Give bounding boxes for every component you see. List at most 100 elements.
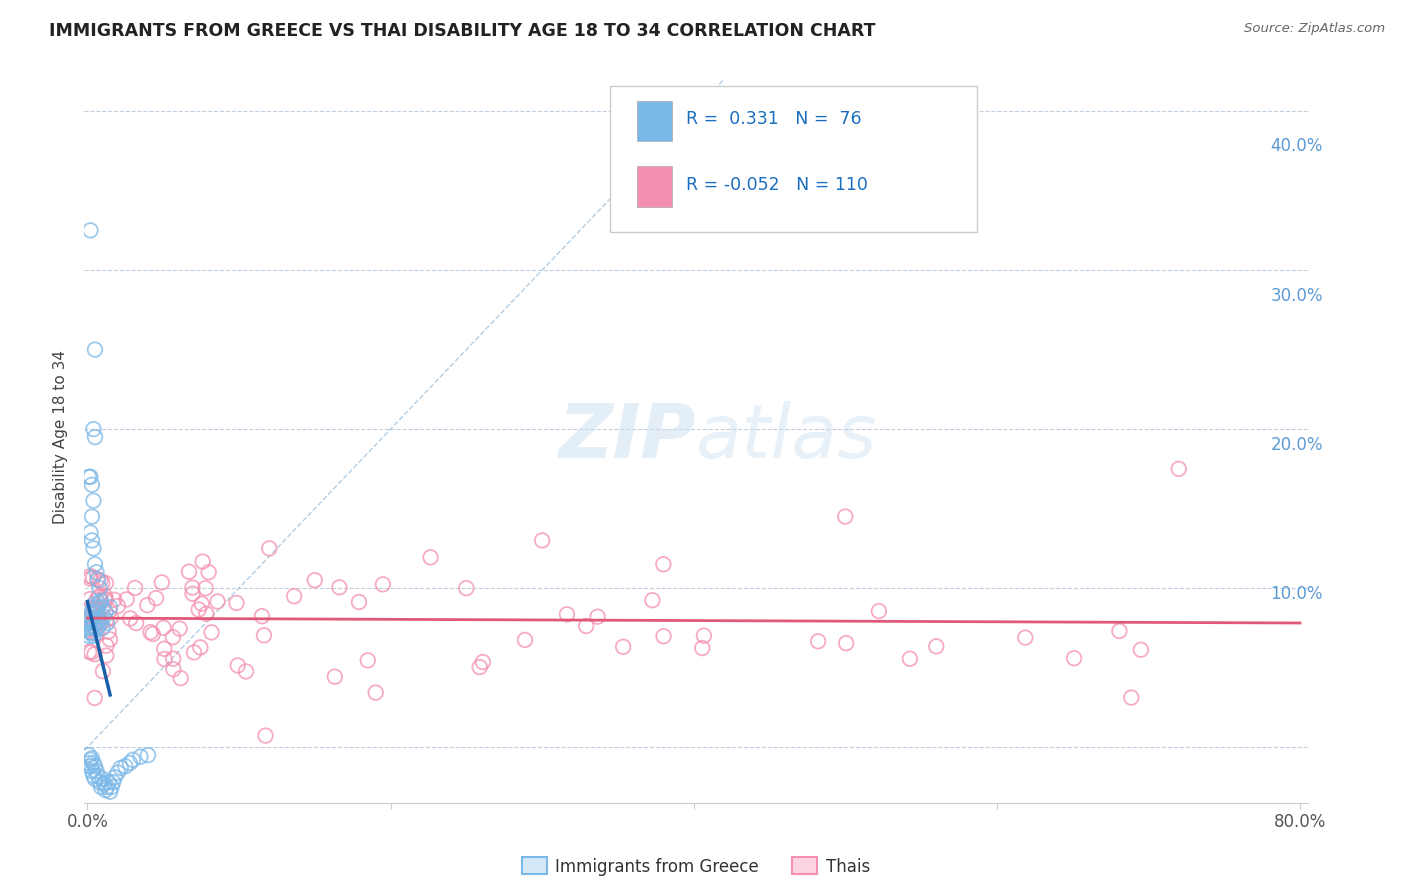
Point [177, 578, 200, 592]
Point [176, 570, 198, 584]
Point [167, 624, 190, 639]
Point [842, 518, 865, 533]
Point [191, 596, 214, 610]
Point [173, 762, 195, 776]
Point [170, 533, 193, 547]
Point [187, 776, 209, 790]
Point [174, 618, 197, 632]
Point [174, 600, 197, 615]
Point [176, 628, 198, 642]
Point [243, 632, 266, 646]
Point [172, 518, 194, 533]
Point [266, 606, 288, 620]
Point [505, 585, 527, 599]
Point [181, 612, 204, 626]
Point [170, 753, 193, 767]
Point [184, 596, 207, 610]
Point [184, 640, 207, 654]
Text: Source: ZipAtlas.com: Source: ZipAtlas.com [1244, 22, 1385, 36]
Point [173, 749, 195, 764]
Point [174, 443, 197, 458]
Point [352, 593, 374, 607]
Point [169, 749, 191, 764]
Point [278, 627, 301, 641]
Point [169, 630, 191, 644]
Point [225, 628, 247, 642]
Point [176, 757, 198, 772]
Point [183, 607, 205, 622]
Point [167, 623, 190, 637]
Point [176, 596, 198, 610]
Point [172, 757, 194, 772]
Point [325, 630, 347, 644]
Point [170, 249, 193, 263]
Point [177, 762, 200, 776]
Legend: Immigrants from Greece, Thais: Immigrants from Greece, Thais [540, 837, 901, 868]
Point [184, 772, 207, 786]
Point [172, 605, 194, 619]
Point [173, 621, 195, 635]
Point [388, 668, 411, 682]
Point [179, 615, 201, 630]
Point [211, 618, 233, 632]
Point [169, 618, 191, 632]
Point [187, 607, 209, 621]
Point [236, 652, 259, 666]
Point [572, 541, 595, 555]
Point [184, 581, 207, 595]
Point [179, 617, 201, 632]
Point [174, 361, 197, 376]
Point [516, 659, 538, 673]
Point [170, 576, 193, 591]
Bar [668, 196, 699, 234]
Point [183, 596, 205, 610]
Text: IMMIGRANTS FROM GREECE VS THAI DISABILITY AGE 18 TO 34 CORRELATION CHART: IMMIGRANTS FROM GREECE VS THAI DISABILIT… [49, 22, 876, 40]
Point [172, 615, 194, 630]
Point [224, 626, 246, 640]
Point [187, 633, 209, 648]
Point [270, 560, 292, 574]
Point [260, 584, 283, 599]
Point [186, 626, 208, 640]
Point [179, 593, 201, 607]
Point [170, 621, 193, 635]
Point [519, 655, 541, 669]
Point [233, 580, 256, 594]
Point [262, 646, 284, 660]
Point [172, 607, 194, 622]
Point [173, 503, 195, 517]
Text: R =  0.331   N =  76: R = 0.331 N = 76 [711, 143, 887, 161]
Point [187, 603, 209, 617]
Point [215, 743, 238, 757]
Point [181, 623, 204, 637]
Point [228, 595, 250, 609]
Point [180, 772, 202, 786]
Point [1087, 625, 1109, 640]
Point [174, 764, 197, 779]
Point [205, 749, 228, 764]
Point [370, 578, 392, 592]
Point [191, 763, 214, 777]
Point [181, 764, 204, 779]
Point [208, 747, 231, 761]
Point [236, 642, 259, 657]
Point [169, 645, 191, 659]
FancyBboxPatch shape [644, 120, 972, 258]
Point [173, 630, 195, 644]
Point [1097, 688, 1119, 702]
Text: atlas: atlas [721, 415, 903, 486]
Point [1139, 473, 1161, 487]
Point [177, 621, 200, 635]
Point [409, 599, 432, 613]
Point [681, 631, 703, 645]
Point [186, 767, 208, 781]
Point [173, 436, 195, 450]
Point [205, 614, 228, 628]
Point [209, 585, 232, 599]
Point [269, 599, 291, 614]
Point [183, 593, 205, 607]
Point [329, 548, 352, 562]
Text: ZIP: ZIP [583, 414, 721, 487]
Point [188, 772, 211, 786]
Bar [668, 135, 699, 172]
